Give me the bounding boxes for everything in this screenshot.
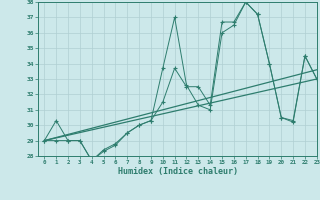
X-axis label: Humidex (Indice chaleur): Humidex (Indice chaleur) <box>118 167 238 176</box>
